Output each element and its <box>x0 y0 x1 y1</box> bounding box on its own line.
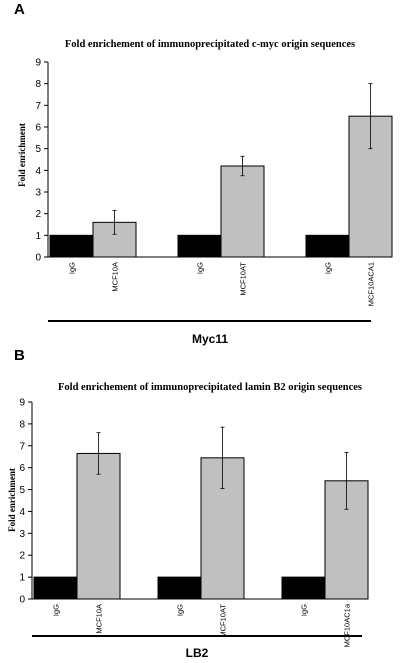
y-tick-label: 9 <box>35 58 41 69</box>
y-tick-label: 1 <box>35 231 41 242</box>
chart-panel-b: B Fold enrichement of immunoprecipitated… <box>7 347 369 660</box>
panel-label: B <box>14 347 25 364</box>
y-axis-label: Fold enrichment <box>17 123 27 187</box>
plot-area: 0 1 2 3 4 5 6 7 8 9 IgG MCF10A IgG MCF10AT IgG MCF10ACA… <box>35 58 393 306</box>
y-tick-label: 7 <box>35 101 41 112</box>
x-tick-label: MCF10ACA1 <box>367 262 376 306</box>
x-tick-label: IgG <box>68 262 77 274</box>
y-tick-label: 9 <box>19 398 25 409</box>
group-label: Myc11 <box>192 332 228 346</box>
x-tick-label: MCF10AT <box>239 262 248 296</box>
y-tick-label: 0 <box>35 253 41 264</box>
igg-bar <box>157 576 202 600</box>
igg-bar <box>281 576 326 600</box>
sample-bar <box>76 452 121 600</box>
group-label: LB2 <box>186 646 209 660</box>
x-tick-label: IgG <box>300 604 309 616</box>
chart-title: Fold enrichement of immunoprecipitated c… <box>65 39 355 50</box>
y-tick-label: 7 <box>19 441 25 452</box>
igg-bar <box>33 576 78 600</box>
y-axis-label: Fold enrichment <box>7 468 17 532</box>
x-tick-label: MCF10A <box>111 262 120 292</box>
x-tick-label: MCF10AT <box>219 604 228 638</box>
y-tick-label: 1 <box>19 573 25 584</box>
x-tick-label: IgG <box>52 604 61 616</box>
y-tick-label: 5 <box>35 144 41 155</box>
chart-panel-a: A Fold enrichement of immunoprecipitated… <box>14 1 393 346</box>
y-tick-label: 8 <box>35 79 41 90</box>
igg-bar <box>49 234 94 258</box>
x-tick-label: MCF10A <box>95 604 104 634</box>
igg-bar <box>305 234 350 258</box>
y-tick-label: 6 <box>19 463 25 474</box>
y-tick-label: 3 <box>19 529 25 540</box>
plot-area: 0 1 2 3 4 5 6 7 8 9 IgG MCF10A IgG MCF10AT IgG MCF10AC1… <box>19 398 369 647</box>
y-tick-label: 3 <box>35 188 41 199</box>
x-tick-label: IgG <box>176 604 185 616</box>
y-tick-label: 0 <box>19 595 25 606</box>
y-tick-label: 5 <box>19 485 25 496</box>
igg-bar <box>177 234 222 258</box>
x-tick-label: IgG <box>324 262 333 274</box>
x-tick-label: IgG <box>196 262 205 274</box>
y-tick-label: 6 <box>35 123 41 134</box>
y-tick-label: 8 <box>19 419 25 430</box>
y-tick-label: 4 <box>35 166 41 177</box>
y-tick-label: 4 <box>19 507 25 518</box>
y-tick-label: 2 <box>35 209 41 220</box>
panel-label: A <box>14 1 25 18</box>
chart-title: Fold enrichement of immunoprecipitated l… <box>58 382 362 393</box>
x-tick-label: MCF10AC1a <box>343 603 352 647</box>
sample-bar <box>220 165 265 258</box>
y-tick-label: 2 <box>19 551 25 562</box>
